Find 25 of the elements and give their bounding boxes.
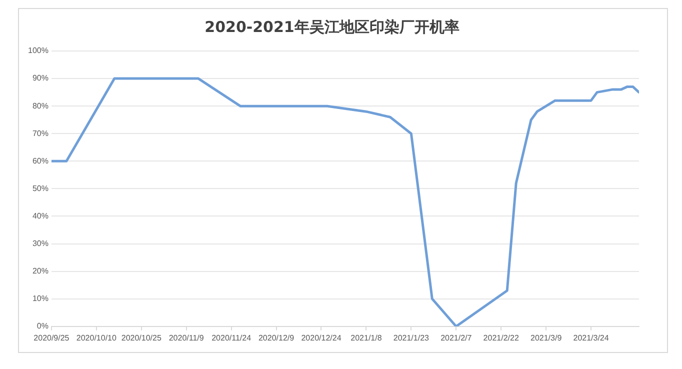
x-tick-label: 2021/3/24	[573, 333, 610, 342]
y-tick-label: 20%	[32, 266, 48, 276]
y-tick-label: 100%	[28, 46, 48, 56]
y-tick-label: 60%	[32, 156, 48, 166]
y-tick-label: 90%	[32, 74, 48, 83]
x-tick-label: 2020/9/25	[34, 333, 70, 342]
x-tick-label: 2021/1/23	[393, 333, 430, 342]
x-tick-label: 2020/10/25	[121, 333, 162, 342]
x-tick-label: 2021/3/9	[530, 333, 562, 342]
y-tick-label: 70%	[32, 128, 48, 138]
y-tick-label: 30%	[32, 238, 48, 248]
x-tick-label: 2021/2/22	[483, 333, 520, 342]
x-tick-label: 2021/1/8	[350, 333, 382, 342]
y-tick-label: 80%	[32, 101, 48, 110]
y-tick-label: 50%	[32, 184, 48, 193]
y-tick-label: 40%	[32, 211, 48, 220]
x-tick-label: 2021/2/7	[440, 333, 472, 342]
x-tick-label: 2020/11/24	[212, 333, 252, 342]
x-tick-label: 2020/11/9	[168, 333, 204, 342]
chart-title: 2020-2021年吴江地区印染厂开机率	[204, 18, 460, 36]
x-tick-label: 2020/12/9	[258, 333, 295, 342]
y-tick-label: 10%	[32, 294, 48, 304]
x-tick-label: 2020/12/24	[301, 333, 342, 342]
y-tick-label: 0%	[36, 322, 48, 331]
x-tick-label: 2020/10/10	[76, 333, 117, 342]
